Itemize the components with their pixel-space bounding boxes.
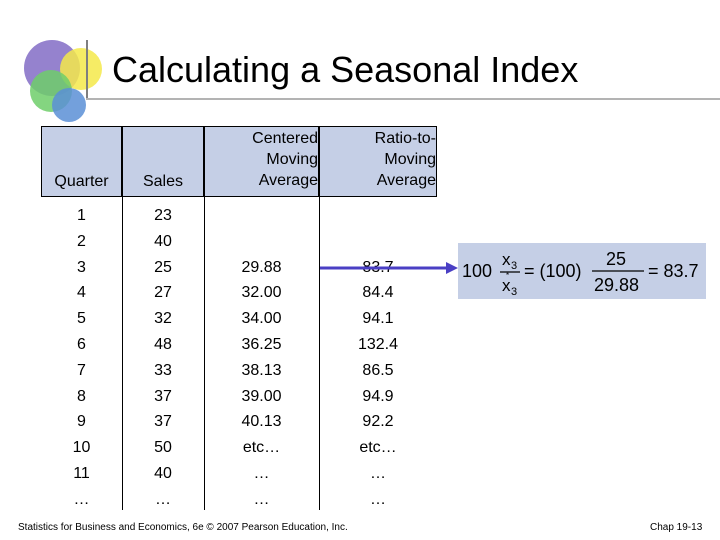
quarter-cell: 1 <box>77 207 86 224</box>
header-sales-label: Sales <box>142 173 184 190</box>
formula-x-numerator-subscript: 3 <box>511 260 517 272</box>
ratio-cell: 84.4 <box>362 284 394 302</box>
arrow-to-formula <box>320 262 458 274</box>
quarter-column: 1 2 3 4 5 6 7 8 9 10 11 … <box>41 203 122 513</box>
quarter-cell: 6 <box>77 335 86 353</box>
formula-star: * <box>506 271 509 280</box>
sales-cell: 40 <box>154 464 172 482</box>
quarter-cell: 11 <box>73 464 90 482</box>
sales-cell: 32 <box>154 310 172 328</box>
quarter-cell: 2 <box>77 232 86 250</box>
sales-cell: 33 <box>154 361 172 379</box>
ratio-cell: 86.5 <box>362 361 394 379</box>
cma-cell: … <box>253 490 270 508</box>
decorative-blue-circle <box>52 88 86 122</box>
header-sales: Sales <box>122 126 204 197</box>
header-cma-line-3: Average <box>258 172 318 189</box>
sales-cell: … <box>155 490 171 508</box>
header-quarter: Quarter <box>41 126 122 197</box>
column-divider <box>204 197 205 510</box>
ratio-cell <box>319 229 437 255</box>
formula-result: = 83.7 <box>648 261 699 281</box>
cma-cell: … <box>253 464 270 482</box>
cma-cell: 36.25 <box>241 335 282 353</box>
sales-cell: 50 <box>154 439 172 457</box>
page-title: Calculating a Seasonal Index <box>112 49 579 90</box>
quarter-cell: 5 <box>77 310 86 328</box>
title-vertical-rule <box>86 40 88 100</box>
header-ratio-line-1: Ratio-to- <box>374 130 436 147</box>
quarter-cell: 4 <box>77 284 86 302</box>
formula-denominator-2988: 29.88 <box>594 275 639 295</box>
quarter-cell: 7 <box>77 361 86 379</box>
cma-cell: 38.13 <box>241 361 282 379</box>
ratio-cell <box>319 203 437 229</box>
cma-cell: 32.00 <box>241 284 282 302</box>
header-centered-moving-average: Centered Moving Average <box>204 126 319 197</box>
formula-numerator-25: 25 <box>606 249 626 269</box>
column-divider <box>122 197 123 510</box>
header-quarter-label: Quarter <box>54 173 109 190</box>
sales-cell: 23 <box>154 207 172 224</box>
formula-x-numerator: x <box>502 250 511 269</box>
sales-cell: 37 <box>154 413 172 431</box>
formula-x-denominator: x <box>502 276 511 295</box>
sales-cell: 40 <box>154 232 172 250</box>
sales-cell: 25 <box>154 258 172 276</box>
ratio-cell: etc… <box>359 439 397 457</box>
sales-cell: 37 <box>154 387 172 405</box>
header-ratio-to-moving-average: Ratio-to- Moving Average <box>319 126 437 197</box>
ratio-column: 83.784.494.1132.486.594.992.2etc……… <box>319 203 437 513</box>
cma-cell: 40.13 <box>241 413 282 431</box>
ratio-cell: 132.4 <box>357 335 399 353</box>
sales-cell: 27 <box>154 284 172 302</box>
footer-page-number: Chap 19-13 <box>650 522 703 533</box>
seasonal-index-formula: 100 x 3 * x 3 = (100) 25 29.88 = 83.7 <box>462 249 699 298</box>
ratio-cell: … <box>370 464 386 482</box>
header-ratio-line-2: Moving <box>384 151 436 168</box>
quarter-cell: 3 <box>77 258 86 276</box>
header-cma-line-2: Moving <box>266 151 318 168</box>
quarter-cell: 9 <box>77 413 86 431</box>
ratio-cell: 92.2 <box>362 413 394 431</box>
quarter-cell: … <box>73 490 90 508</box>
ratio-cell: 94.1 <box>362 310 394 328</box>
ratio-cell: 94.9 <box>362 387 394 405</box>
sales-cell: 48 <box>154 335 172 353</box>
header-cma-line-1: Centered <box>252 130 318 147</box>
quarter-cell: 8 <box>77 387 86 405</box>
cma-cell <box>204 229 319 255</box>
seasonal-index-table: Quarter Sales Centered Moving Average Ra… <box>41 126 437 510</box>
cma-column: 29.88 32.00 34.00 36.25 38.13 39.00 40.13 etc… …… <box>204 203 319 513</box>
column-divider <box>319 197 320 510</box>
formula-100: 100 <box>462 261 492 281</box>
arrow-head <box>446 262 458 274</box>
cma-cell: 39.00 <box>241 387 282 405</box>
cma-cell <box>204 203 319 229</box>
formula-equals-100: = (100) <box>524 261 582 281</box>
quarter-cell: 10 <box>72 439 91 457</box>
cma-cell: etc… <box>242 439 281 457</box>
sales-column: 23 40 25 27 32 48 33 37 37 50 40 … <box>122 203 204 513</box>
ratio-cell: … <box>370 490 386 508</box>
footer-citation: Statistics for Business and Economics, 6… <box>18 522 348 533</box>
cma-cell: 34.00 <box>241 310 282 328</box>
header-ratio-line-3: Average <box>376 172 436 189</box>
formula-box: 100 x 3 * x 3 = (100) 25 29.88 = 83.7 <box>458 243 706 299</box>
formula-x-denominator-subscript: 3 <box>511 286 517 298</box>
cma-cell: 29.88 <box>241 258 282 276</box>
title-horizontal-rule <box>86 98 720 100</box>
